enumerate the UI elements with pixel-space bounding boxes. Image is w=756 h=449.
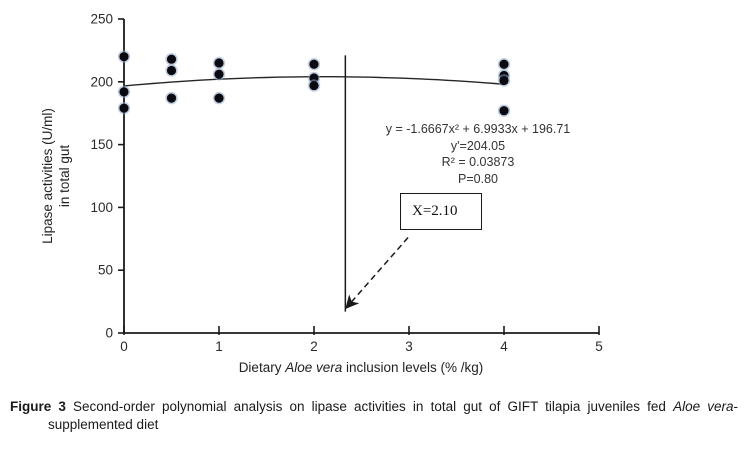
x-tick-label: 5 (595, 339, 603, 354)
data-point (499, 59, 509, 69)
y-axis-title-line2: in total gut (57, 144, 72, 208)
y-axis-title-line1: Lipase activities (U/ml) (40, 108, 55, 244)
data-point (166, 93, 177, 103)
data-point (309, 59, 319, 69)
x-tick-label: 1 (215, 339, 223, 354)
figure-caption-italic: Aloe vera (673, 399, 734, 414)
figure-caption-text1: Second-order polynomial analysis on lipa… (65, 399, 674, 414)
data-point (119, 87, 129, 97)
y-tick-label: 150 (90, 137, 113, 152)
x-axis-title: Dietary Aloe vera inclusion levels (% /k… (161, 360, 561, 375)
equation-text: y = -1.6667x² + 6.9933x + 196.71 (385, 122, 571, 136)
data-point (499, 75, 509, 86)
data-point (499, 106, 509, 116)
vertex-callout-box: X=2.10 (400, 193, 482, 230)
scatter-plot-canvas: 0 50 100 150 200 250 0 1 2 3 4 5 (90, 12, 603, 355)
x-tick-label: 2 (310, 339, 318, 354)
x-axis-title-part2: inclusion levels (% /kg) (342, 360, 484, 375)
figure-caption-text2: -supplemented diet (48, 399, 738, 432)
y-tick-label: 0 (105, 326, 113, 341)
x-tick-label: 3 (405, 339, 413, 354)
data-point (214, 58, 224, 68)
data-point (119, 52, 129, 62)
y-tick-label: 100 (90, 200, 113, 215)
y-tick-label: 200 (90, 74, 113, 89)
x-axis-title-italic: Aloe vera (285, 360, 343, 375)
data-point (166, 54, 177, 64)
data-point (309, 80, 319, 91)
regression-annotation: y = -1.6667x² + 6.9933x + 196.71 y'=204.… (386, 121, 571, 187)
y-prime-text: y'=204.05 (450, 138, 506, 153)
p-value-text: P=0.80 (458, 171, 498, 186)
data-point (119, 103, 129, 113)
data-point (214, 93, 224, 103)
r-squared-text: R² = 0.03873 (441, 155, 515, 169)
x-axis-title-part1: Dietary (238, 360, 286, 375)
figure-caption: Figure 3 Second-order polynomial analysi… (0, 398, 744, 433)
x-tick-label: 4 (500, 339, 508, 354)
figure-caption-label: Figure 3 (10, 399, 66, 414)
vertex-callout-label: X=2.10 (412, 203, 458, 219)
data-point (166, 65, 177, 76)
data-point (214, 69, 224, 79)
y-axis-title: Lipase activities (U/ml) in total gut (39, 56, 75, 296)
y-tick-label: 50 (98, 263, 113, 278)
y-tick-label: 250 (90, 12, 113, 27)
callout-arrow (345, 237, 409, 310)
x-tick-label: 0 (120, 339, 128, 354)
